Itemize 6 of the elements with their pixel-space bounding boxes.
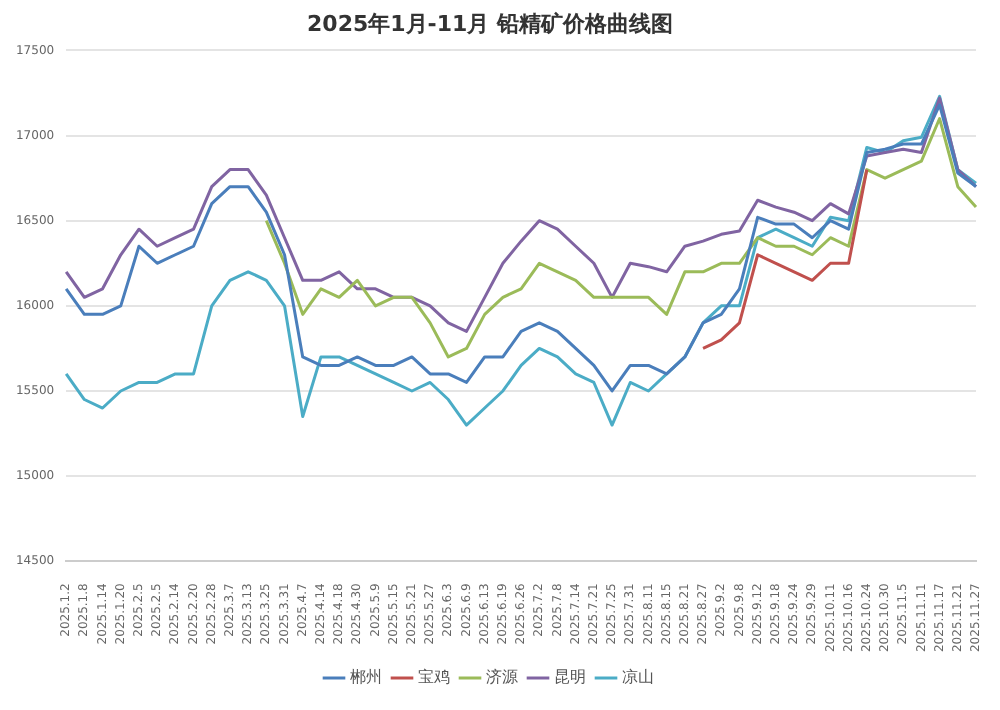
legend-label: 昆明 [554,668,586,687]
legend-label: 郴州 [350,668,382,687]
legend-label: 济源 [486,668,518,687]
legend-label: 宝鸡 [418,668,450,687]
chart-title: 2025年1月-11月 铅精矿价格曲线图 [307,10,673,37]
legend-label: 凉山 [622,668,654,687]
